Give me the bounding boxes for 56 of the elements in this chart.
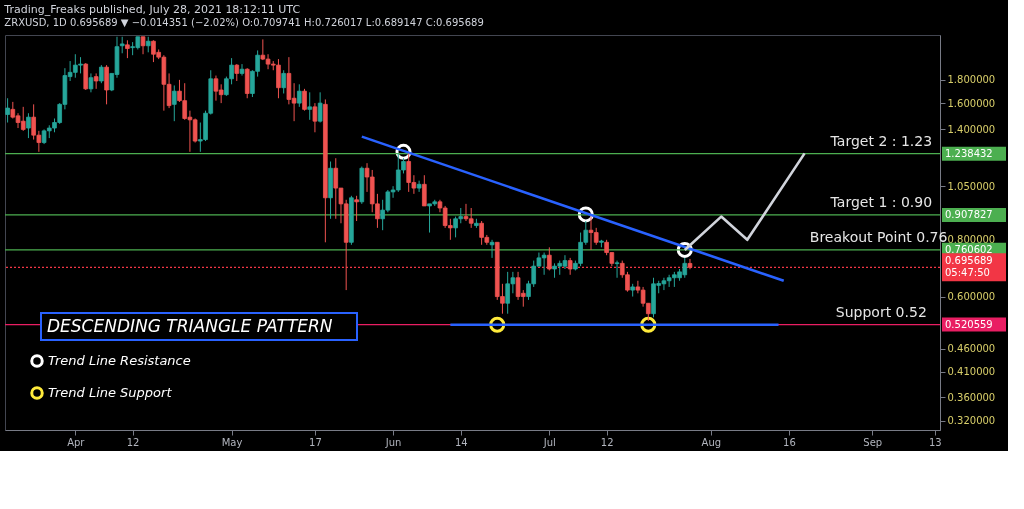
y-tick-label: 1.800000 bbox=[947, 74, 996, 86]
candlestick bbox=[171, 84, 177, 122]
ref-line-label: 1.238432 bbox=[945, 147, 993, 159]
candlestick bbox=[312, 102, 318, 133]
x-tick-label: 12 bbox=[126, 436, 140, 448]
y-tick-label: 0.360000 bbox=[947, 391, 996, 403]
y-tick-label: 1.600000 bbox=[947, 97, 996, 109]
legend-label: Trend Line Support bbox=[48, 385, 173, 400]
y-tick-label: 0.600000 bbox=[947, 291, 996, 303]
annotation: Support 0.52 bbox=[835, 303, 927, 320]
candlestick bbox=[99, 64, 104, 84]
candlestick bbox=[104, 64, 109, 105]
candlestick bbox=[317, 91, 323, 124]
ref-line-label: 0.695689 05:47:50 bbox=[945, 255, 993, 279]
candlestick bbox=[422, 174, 427, 207]
candlestick bbox=[302, 88, 307, 112]
annotation: DESCENDING TRIANGLE PATTERN bbox=[47, 316, 333, 336]
x-tick-label: Apr bbox=[67, 436, 86, 448]
y-tick-label: 1.050000 bbox=[947, 180, 996, 192]
candlestick bbox=[140, 36, 146, 55]
candlestick bbox=[614, 260, 620, 279]
y-tick-label: 0.410000 bbox=[947, 366, 996, 378]
x-tick-label: 17 bbox=[309, 436, 322, 448]
chart-title: Trading_Freaks published, July 28, 2021 18:12:11 UTC bbox=[3, 3, 301, 17]
candlestick bbox=[416, 180, 422, 193]
x-tick-label: Sep bbox=[863, 436, 883, 448]
x-tick-label: 16 bbox=[783, 436, 796, 448]
y-tick-label: 0.800000 bbox=[947, 234, 996, 246]
x-tick-label: Aug bbox=[701, 436, 722, 448]
candlestick bbox=[489, 239, 495, 259]
x-tick-label: 14 bbox=[454, 436, 468, 448]
candlestick bbox=[354, 195, 359, 222]
x-tick-label: May bbox=[221, 436, 243, 448]
candlestick bbox=[5, 97, 10, 124]
candlestick bbox=[687, 258, 693, 270]
annotation: Target 2 : 1.23 bbox=[829, 132, 933, 149]
candlestick bbox=[307, 91, 313, 121]
candlestick bbox=[88, 72, 94, 93]
candlestick bbox=[26, 112, 31, 139]
y-tick-label: 1.400000 bbox=[947, 123, 996, 135]
candlestick bbox=[239, 63, 245, 77]
y-tick-label: 0.320000 bbox=[947, 415, 996, 427]
chart-subtitle: ZRXUSD, 1D 0.695689 ▼ −0.014351 (−2.02%) O:0.709741 H:0.726017 L:0.689147 C:0.695689 bbox=[4, 17, 484, 29]
y-tick-label: 0.460000 bbox=[947, 343, 996, 355]
x-tick-label: Jul bbox=[542, 436, 556, 448]
x-tick-label: 13 bbox=[928, 436, 942, 448]
candlestick bbox=[297, 83, 302, 108]
candlestick bbox=[281, 69, 286, 94]
ref-line-label: 0.520559 bbox=[945, 318, 993, 330]
line-series bbox=[683, 152, 806, 252]
annotation: Target 1 : 0.90 bbox=[829, 193, 933, 210]
x-tick-label: Jun bbox=[384, 436, 402, 448]
legend-label: Trend Line Resistance bbox=[48, 353, 191, 368]
x-tick-label: 12 bbox=[600, 436, 614, 448]
ref-line-label: 0.907827 bbox=[945, 208, 993, 220]
ref-line-label: 0.760602 bbox=[945, 243, 993, 255]
